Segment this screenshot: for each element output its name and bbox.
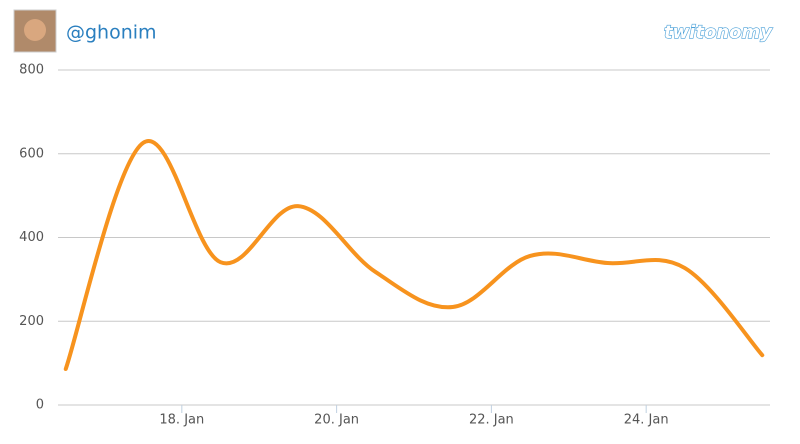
- username[interactable]: @ghonim: [66, 22, 157, 44]
- y-tick-label: 800: [19, 63, 44, 78]
- y-tick-label: 200: [19, 314, 44, 329]
- x-tick-label: 22. Jan: [469, 413, 514, 428]
- x-tick-label: 24. Jan: [624, 413, 669, 428]
- y-tick-label: 400: [19, 230, 44, 245]
- avatar-face: [24, 19, 46, 41]
- logo[interactable]: twitonomy: [663, 21, 774, 43]
- x-tick-label: 20. Jan: [314, 413, 359, 428]
- y-tick-label: 0: [36, 398, 44, 413]
- x-tick-label: 18. Jan: [159, 413, 204, 428]
- y-tick-label: 600: [19, 146, 44, 161]
- line-series: [63, 138, 765, 371]
